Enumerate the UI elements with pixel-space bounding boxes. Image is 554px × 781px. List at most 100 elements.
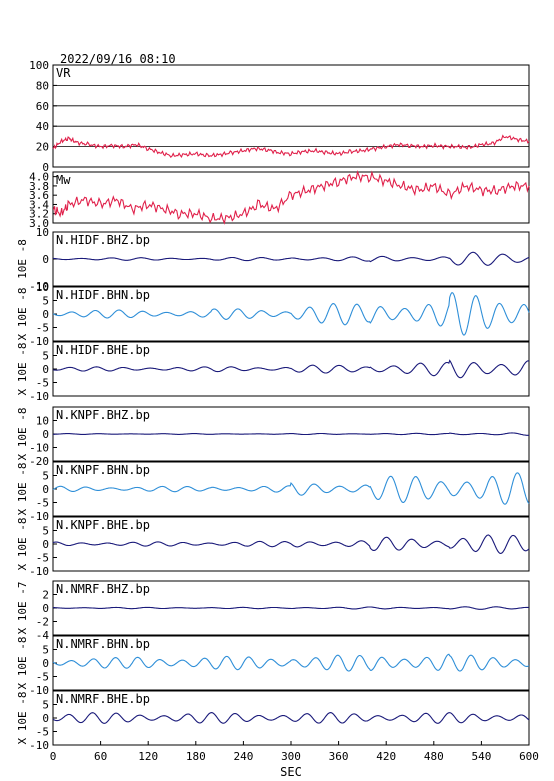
- series-line: [53, 606, 529, 610]
- y-tick-label: -4: [36, 629, 50, 642]
- x-axis-label: SEC: [280, 765, 302, 779]
- panel-label: N.HIDF.BHN.bp: [56, 288, 150, 302]
- y-tick-label: 0: [42, 161, 49, 174]
- panel-mw: Mw 4.03.83.63.43.23.0: [29, 170, 530, 230]
- series-line: [52, 291, 530, 336]
- x-tick-label: 600: [519, 750, 539, 763]
- x-tick-label: 420: [376, 750, 396, 763]
- y-tick-label: 3.2: [29, 208, 49, 221]
- y-tick-label: -10: [29, 442, 49, 455]
- panel-n-knpf-bhe-bp: N.KNPF.BHE.bp 50-5-10X 10E -8: [16, 516, 530, 578]
- x-tick-label: 180: [186, 750, 206, 763]
- y-tick-label: -5: [36, 497, 49, 510]
- y-tick-label: 0: [42, 538, 49, 551]
- y-axis-label: X 10E -8: [16, 637, 29, 690]
- y-tick-label: 3.8: [29, 180, 49, 193]
- panel-label: N.NMRF.BHN.bp: [56, 637, 150, 651]
- y-tick-label: 80: [36, 79, 49, 92]
- y-axis-label: X 10E -8: [16, 288, 29, 341]
- y-tick-label: 5: [42, 525, 49, 538]
- series-line: [52, 134, 530, 159]
- y-tick-label: 5: [42, 295, 49, 308]
- y-tick-label: 0: [42, 657, 49, 670]
- x-tick-label: 240: [233, 750, 253, 763]
- y-axis-label: 10E -8: [16, 239, 29, 279]
- panel-label: N.KNPF.BHE.bp: [56, 518, 150, 532]
- y-tick-label: 0: [42, 428, 49, 441]
- y-tick-label: 0: [42, 602, 49, 615]
- panel-n-nmrf-bhe-bp: N.NMRF.BHE.bp 50-5-10X 10E -8: [16, 690, 530, 752]
- y-axis-label: X 10E -8: [16, 692, 29, 745]
- y-tick-label: -2: [36, 616, 49, 629]
- panel-n-nmrf-bhn-bp: N.NMRF.BHN.bp 50-5-10X 10E -8: [16, 635, 530, 697]
- y-tick-label: 0: [42, 712, 49, 725]
- y-axis-label: X 10E -8: [16, 518, 29, 571]
- x-tick-label: 60: [94, 750, 107, 763]
- y-tick-label: -10: [29, 510, 49, 523]
- x-tick-label: 360: [329, 750, 349, 763]
- panel-label: Mw: [56, 173, 71, 187]
- y-tick-label: -5: [36, 726, 49, 739]
- y-tick-label: 60: [36, 100, 49, 113]
- y-tick-label: -10: [29, 335, 49, 348]
- y-tick-label: 4.0: [29, 171, 49, 184]
- y-tick-label: 0: [42, 483, 49, 496]
- panel-n-knpf-bhz-bp: N.KNPF.BHZ.bp 100-10-20X 10E -8: [16, 406, 530, 468]
- x-tick-label: 300: [281, 750, 301, 763]
- y-tick-label: 5: [42, 470, 49, 483]
- panel-label: N.HIDF.BHZ.bp: [56, 233, 150, 247]
- series-line: [53, 432, 529, 436]
- panel-label: N.HIDF.BHE.bp: [56, 343, 150, 357]
- panels: VR100806040200Mw4.03.83.63.43.23.0N.HIDF…: [16, 59, 530, 752]
- y-tick-label: 3.6: [29, 189, 49, 202]
- series-line: [52, 251, 530, 266]
- series-line: [52, 359, 530, 379]
- series-line: [52, 170, 530, 225]
- panel-frame: [52, 64, 530, 168]
- panel-frame: [52, 171, 530, 224]
- y-tick-label: -5: [36, 671, 49, 684]
- y-tick-label: 0: [42, 363, 49, 376]
- series-line: [52, 534, 530, 554]
- panel-n-hidf-bhe-bp: N.HIDF.BHE.bp 50-5-10X 10E -8: [16, 341, 530, 403]
- y-tick-label: -10: [29, 739, 49, 752]
- y-tick-label: 5: [42, 350, 49, 363]
- y-tick-label: 2: [42, 589, 49, 602]
- timestamp: 2022/09/16 08:10: [60, 52, 176, 66]
- y-axis-label: X 10E -8: [16, 463, 29, 516]
- panel-label: N.KNPF.BHZ.bp: [56, 408, 150, 422]
- y-tick-label: 20: [36, 141, 49, 154]
- x-axis: 0 60 120 180 240 300 360 420 480 540 600: [50, 741, 539, 763]
- y-tick-label: -5: [36, 552, 49, 565]
- y-axis-label: X 10E -7: [16, 582, 29, 635]
- x-tick-label: 0: [50, 750, 57, 763]
- y-tick-label: 10: [36, 415, 49, 428]
- y-tick-label: 0: [42, 253, 49, 266]
- y-tick-label: -10: [29, 684, 49, 697]
- series-line: [52, 653, 530, 672]
- y-tick-label: -5: [36, 322, 49, 335]
- y-tick-label: -20: [29, 455, 49, 468]
- y-tick-label: 0: [42, 308, 49, 321]
- y-tick-label: 10: [36, 281, 49, 294]
- y-axis-label: X 10E -8: [16, 408, 29, 461]
- y-tick-label: 3.4: [29, 198, 49, 211]
- y-tick-label: 100: [29, 59, 49, 72]
- x-tick-label: 120: [138, 750, 158, 763]
- x-tick-label: 540: [471, 750, 491, 763]
- panel-n-knpf-bhn-bp: N.KNPF.BHN.bp 50-5-10X 10E -8: [16, 461, 530, 523]
- y-tick-label: 40: [36, 120, 49, 133]
- x-tick-label: 480: [424, 750, 444, 763]
- y-tick-label: 10: [36, 226, 49, 239]
- series-line: [52, 472, 530, 505]
- y-tick-label: -5: [36, 377, 49, 390]
- panel-label: VR: [56, 66, 71, 80]
- y-tick-label: -10: [29, 565, 49, 578]
- y-tick-label: -10: [29, 280, 49, 293]
- y-tick-label: 3.0: [29, 217, 49, 230]
- panel-vr: VR 100 80 60 40 20 0: [29, 59, 530, 174]
- y-tick-label: 5: [42, 644, 49, 657]
